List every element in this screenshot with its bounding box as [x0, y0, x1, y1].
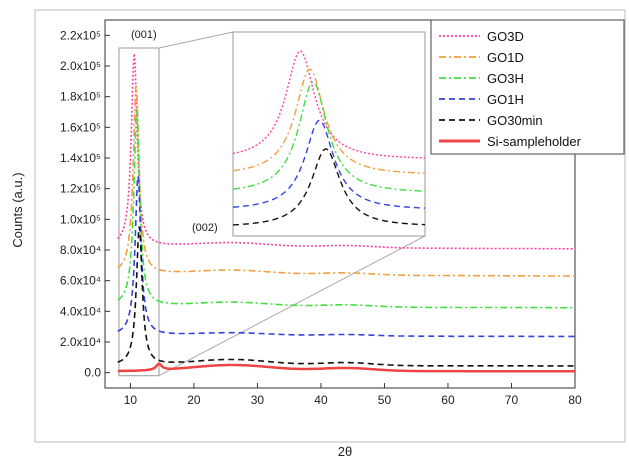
legend-label: Si-sampleholder: [487, 134, 582, 149]
y-tick-label: 1.6x10⁵: [60, 120, 101, 134]
y-tick-label: 1.4x10⁵: [60, 151, 101, 165]
y-tick-label: 2.2x10⁵: [60, 28, 101, 42]
legend-label: GO3H: [487, 71, 524, 86]
y-tick-label: 2.0x10⁴: [60, 335, 101, 349]
y-axis-title: Counts (a.u.): [10, 172, 25, 247]
legend-items: GO3D GO1D GO3H GO1H GO30min Si-sampleholder: [439, 29, 582, 149]
series-line: [117, 362, 575, 373]
inset-series-line: [232, 81, 425, 192]
inset-series-line: [233, 68, 426, 174]
series-line: [117, 53, 575, 250]
y-tick-label: 2.0x10⁵: [60, 59, 101, 73]
zoom-guide-line: [158, 31, 234, 49]
y-tick-label: 6.0x10⁴: [60, 274, 101, 288]
series-lines: [117, 53, 575, 373]
series-line: [117, 85, 575, 277]
y-tick-label: 8.0x10⁴: [60, 243, 101, 257]
x-tick-label: 60: [441, 393, 455, 407]
legend-box: [430, 19, 625, 155]
x-tick-label: 40: [314, 393, 328, 407]
series-line: [117, 226, 575, 367]
inset-series-line: [232, 119, 425, 209]
inset-series-line: [233, 148, 425, 226]
legend-label: GO3D: [487, 29, 524, 44]
annotation-002: (002): [192, 222, 218, 234]
legend-label: GO30min: [487, 113, 543, 128]
series-line: [117, 176, 575, 338]
inset-zoom: [232, 31, 426, 237]
x-tick-label: 30: [251, 393, 265, 407]
x-tick-label: 10: [124, 393, 138, 407]
figure-frame: [34, 9, 626, 443]
zoom-region-box: [118, 47, 160, 377]
y-tick-label: 0.0: [84, 366, 101, 380]
y-tick-label: 1.0x10⁵: [60, 212, 101, 226]
plot-area: [104, 19, 576, 389]
x-tick-label: 70: [505, 393, 519, 407]
series-line: [117, 108, 575, 309]
y-tick-label: 1.8x10⁵: [60, 90, 101, 104]
annotation-001: (001): [131, 29, 157, 41]
x-tick-label: 80: [568, 393, 582, 407]
legend-label: GO1D: [487, 50, 524, 65]
y-axis-ticks: 0.0 2.0x10⁴ 4.0x10⁴ 6.0x10⁴ 8.0x10⁴ 1.0x10⁵ 1.…: [60, 28, 110, 380]
x-axis-ticks: 10 20 30 40 50 60 70 80: [124, 383, 582, 407]
legend: GO3D GO1D GO3H GO1H GO30min Si-sampleholder: [430, 19, 625, 155]
x-tick-label: 20: [187, 393, 201, 407]
legend-label: GO1H: [487, 92, 524, 107]
x-tick-label: 50: [378, 393, 392, 407]
x-axis-title: 2θ: [338, 444, 352, 459]
y-tick-label: 4.0x10⁴: [60, 304, 101, 318]
y-tick-label: 1.2x10⁵: [60, 182, 101, 196]
